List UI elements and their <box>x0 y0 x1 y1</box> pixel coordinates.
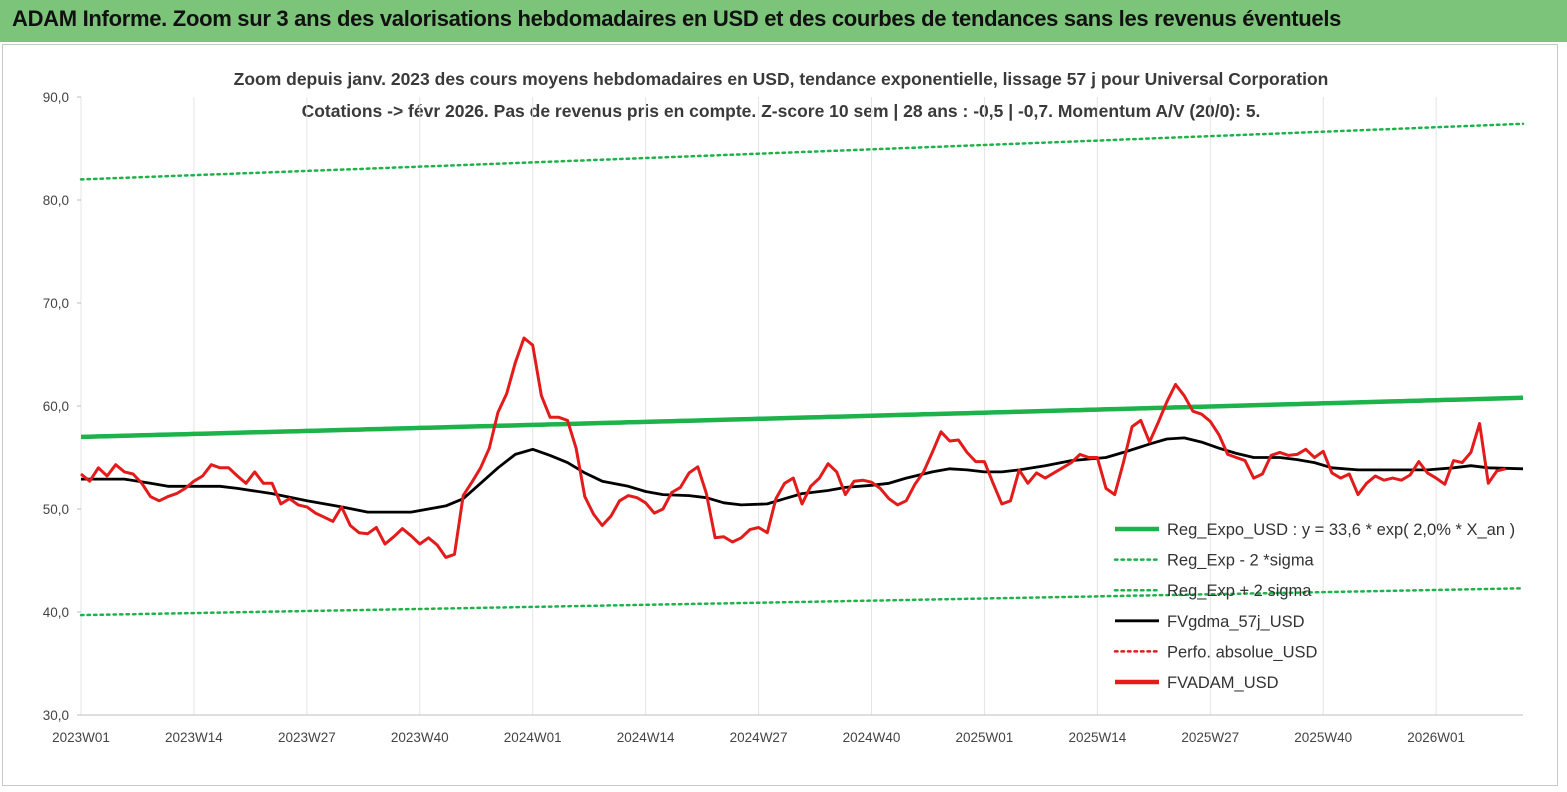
y-tick-label: 40,0 <box>43 605 69 620</box>
legend-label: FVADAM_USD <box>1167 674 1279 692</box>
series-upper-band <box>79 122 1525 181</box>
x-tick-label: 2026W01 <box>1407 730 1465 745</box>
series-regression <box>80 395 1524 440</box>
x-tick-label: 2025W01 <box>956 730 1014 745</box>
y-tick-label: 70,0 <box>43 296 69 311</box>
x-tick-label: 2023W01 <box>52 730 110 745</box>
chart-frame: Zoom depuis janv. 2023 des cours moyens … <box>2 44 1558 786</box>
x-tick-label: 2025W14 <box>1068 730 1126 745</box>
y-tick-label: 30,0 <box>43 708 69 723</box>
x-tick-label: 2025W27 <box>1181 730 1239 745</box>
x-tick-label: 2024W27 <box>730 730 788 745</box>
x-tick-label: 2025W40 <box>1294 730 1352 745</box>
y-tick-label: 80,0 <box>43 193 69 208</box>
y-axis: 30,0 40,0 50,0 60,0 70,0 80,0 90,0 <box>43 90 81 723</box>
x-tick-label: 2023W27 <box>278 730 336 745</box>
line-chart: Zoom depuis janv. 2023 des cours moyens … <box>43 69 1525 745</box>
legend-label: Reg_Exp + 2 sigma <box>1167 582 1312 600</box>
x-tick-label: 2023W40 <box>391 730 449 745</box>
legend-label: Reg_Exp - 2 *sigma <box>1167 552 1315 570</box>
y-tick-label: 90,0 <box>43 90 69 105</box>
chart-subtitle: Cotations -> févr 2026. Pas de revenus p… <box>302 101 1261 121</box>
header-bar: ADAM Informe. Zoom sur 3 ans des valoris… <box>0 0 1567 42</box>
series-lower-band <box>79 587 1525 617</box>
series-fvadam <box>80 336 1506 559</box>
x-tick-label: 2024W14 <box>617 730 675 745</box>
x-tick-label: 2024W01 <box>504 730 562 745</box>
legend-label: Perfo. absolue_USD <box>1167 643 1318 661</box>
x-tick-label: 2024W40 <box>843 730 901 745</box>
series-group <box>79 122 1525 617</box>
legend-label: Reg_Expo_USD : y = 33,6 * exp( 2,0% * X_… <box>1167 521 1515 539</box>
legend: Reg_Expo_USD : y = 33,6 * exp( 2,0% * X_… <box>1113 521 1515 692</box>
x-tick-label: 2023W14 <box>165 730 223 745</box>
chart-title: Zoom depuis janv. 2023 des cours moyens … <box>234 69 1329 89</box>
y-tick-label: 50,0 <box>43 502 69 517</box>
page-title: ADAM Informe. Zoom sur 3 ans des valoris… <box>12 6 1342 31</box>
series-moving-average <box>81 436 1524 514</box>
x-axis: 2023W01 2023W14 2023W27 2023W40 2024W01 2024W… <box>52 714 1523 745</box>
grid-lines <box>80 97 1437 715</box>
legend-label: FVgdma_57j_USD <box>1167 613 1305 631</box>
y-tick-label: 60,0 <box>43 399 69 414</box>
